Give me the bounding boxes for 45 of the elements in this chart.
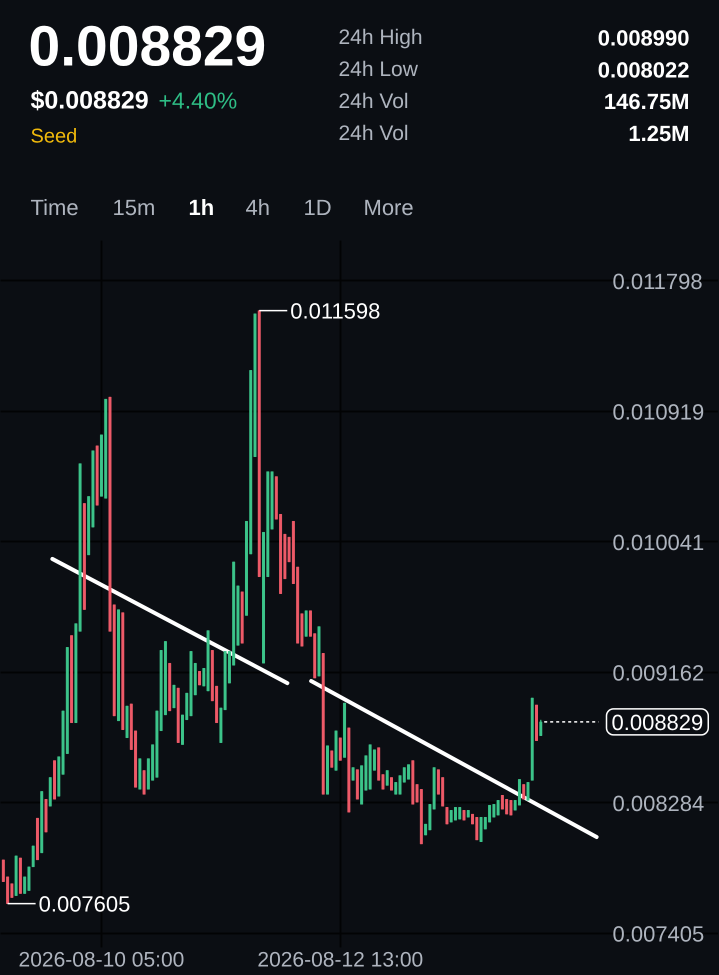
y-tick-label: 0.007405 <box>612 921 704 946</box>
text: 1h <box>188 195 214 220</box>
candlestick <box>475 816 478 841</box>
text: Time <box>30 195 79 220</box>
text: 24h Vol <box>338 90 409 113</box>
ref-line-label: 0.008829 <box>612 710 704 735</box>
chart-title: 0.008829 <box>28 14 266 78</box>
candlestick <box>142 770 146 795</box>
candlestick <box>198 670 202 686</box>
text: 24h High <box>338 26 423 49</box>
y-tick-label: 0.011798 <box>612 268 703 294</box>
text: Seed <box>30 126 78 148</box>
candlestick <box>338 738 342 761</box>
text: 1D <box>304 195 332 220</box>
text: 146.75M <box>604 89 690 114</box>
y-tick-label: 0.010041 <box>612 530 704 555</box>
candlestick <box>505 798 508 815</box>
x-tick-label: 2026-08-10 05:00 <box>18 948 184 972</box>
text: 24h Low <box>338 58 419 81</box>
text: 0.008022 <box>598 58 690 82</box>
text: 4h <box>246 195 270 220</box>
y-tick-label: 0.010919 <box>612 399 704 424</box>
annotation: 0.011598 <box>290 298 380 324</box>
candlestick <box>539 719 542 736</box>
candlestick <box>352 766 355 782</box>
y-tick-label: 0.009162 <box>612 660 704 686</box>
text: 0.008990 <box>598 26 690 50</box>
text: More <box>364 195 414 220</box>
annotation: 0.007605 <box>38 892 130 917</box>
candlestick <box>386 770 389 786</box>
x-tick-label: 2026-08-12 13:00 <box>257 948 424 972</box>
candlestick <box>445 806 448 825</box>
candlestick <box>496 800 500 816</box>
candlestick <box>450 810 453 823</box>
text: $0.008829 <box>30 86 149 114</box>
candlestick <box>509 800 512 816</box>
candlestick <box>172 684 176 709</box>
text: 15m <box>112 195 156 220</box>
y-tick-label: 0.008284 <box>612 790 704 816</box>
candlestick <box>330 750 334 768</box>
text: 1.25M <box>628 121 690 146</box>
candlestick <box>522 784 526 800</box>
text: +4.40% <box>158 88 238 114</box>
text: 24h Vol <box>338 122 409 145</box>
candlestick <box>458 806 462 820</box>
